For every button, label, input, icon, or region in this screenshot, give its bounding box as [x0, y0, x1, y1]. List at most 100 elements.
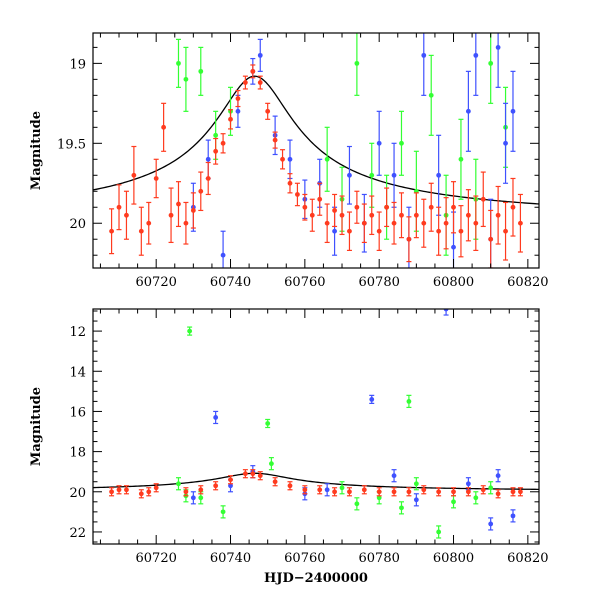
data-point: [510, 177, 516, 237]
data-point: [510, 509, 516, 523]
x-tick-label: 60800: [433, 275, 474, 290]
data-point: [302, 485, 308, 495]
data-point: [302, 193, 308, 221]
data-point: [175, 181, 181, 228]
data-point: [488, 481, 494, 495]
data-point: [510, 487, 516, 497]
data-point: [458, 205, 464, 258]
data-point: [346, 211, 352, 252]
data-point: [436, 134, 442, 216]
data-point: [183, 487, 189, 497]
data-point: [339, 481, 345, 495]
data-point: [272, 131, 278, 149]
data-point: [228, 109, 234, 130]
x-tick-label: 60780: [359, 551, 400, 566]
data-point: [413, 477, 419, 491]
data-point: [488, 517, 494, 531]
data-point: [376, 211, 382, 252]
data-point: [257, 38, 263, 72]
data-point: [391, 487, 397, 497]
data-point: [287, 481, 293, 491]
data-point: [361, 203, 367, 244]
data-point: [406, 394, 412, 409]
data-point: [138, 489, 144, 499]
model-curve: [93, 472, 539, 491]
data-point: [183, 201, 189, 245]
data-point: [391, 201, 397, 245]
data-point: [398, 110, 404, 176]
data-point: [517, 487, 523, 497]
data-point: [294, 182, 300, 207]
data-point: [384, 187, 390, 228]
plot-frame: [92, 308, 540, 545]
data-point: [465, 189, 471, 242]
data-point: [451, 487, 457, 497]
data-point: [428, 182, 434, 232]
top-panel: 60720 60740 60760 60780 60800 60820 19 19.5 20 Ma…: [29, 32, 549, 290]
data-point: [473, 491, 479, 505]
data-point: [465, 487, 471, 497]
data-point: [421, 485, 427, 495]
data-point: [198, 485, 204, 495]
data-point: [265, 102, 271, 120]
data-point: [309, 198, 315, 232]
y-tick-label: 22: [69, 526, 86, 541]
x-tick-label: 60820: [507, 275, 548, 290]
x-tick-label: 60740: [210, 551, 251, 566]
data-point: [116, 485, 122, 495]
y-tick-label: 19: [69, 57, 86, 72]
data-point: [235, 89, 241, 108]
data-point: [213, 137, 219, 165]
data-point: [495, 33, 501, 88]
data-point: [451, 181, 457, 234]
data-point: [510, 70, 516, 152]
x-tick-label: 60740: [210, 275, 251, 290]
plot-area: [93, 33, 539, 268]
data-point: [495, 469, 501, 483]
data-point: [324, 483, 330, 497]
series-0: [109, 469, 523, 499]
data-point: [324, 203, 330, 244]
data-point: [116, 184, 122, 231]
y-axis-label: Magnitude: [29, 111, 44, 190]
x-tick-label: 60760: [284, 275, 325, 290]
data-point: [354, 497, 360, 511]
data-point: [257, 471, 263, 481]
data-point: [398, 501, 404, 515]
x-tick-label: 60760: [284, 551, 325, 566]
data-point: [220, 230, 226, 268]
data-point: [168, 187, 174, 244]
data-point: [183, 46, 189, 112]
x-tick-label: 60800: [433, 551, 474, 566]
y-tick-label: 14: [69, 365, 86, 380]
data-point: [451, 495, 457, 509]
data-point: [346, 487, 352, 497]
data-point: [123, 190, 129, 240]
data-point: [413, 192, 419, 239]
data-point: [190, 491, 196, 505]
data-point: [406, 216, 412, 263]
data-point: [517, 193, 523, 253]
data-point: [109, 487, 115, 497]
data-point: [332, 193, 338, 228]
series-2: [175, 326, 494, 539]
data-point: [413, 493, 419, 507]
y-tick-label: 19.5: [57, 137, 86, 152]
data-point: [339, 195, 345, 236]
y-tick-label: 12: [69, 325, 86, 340]
data-point: [272, 477, 278, 487]
data-point: [242, 469, 248, 479]
y-tick-label: 20: [69, 217, 86, 232]
data-point: [361, 485, 367, 495]
data-point: [436, 525, 442, 539]
data-point: [503, 201, 509, 261]
data-point: [175, 477, 181, 491]
data-point: [354, 33, 360, 96]
data-point: [198, 171, 204, 212]
data-point: [138, 206, 144, 256]
data-point: [346, 145, 352, 205]
data-point: [250, 64, 256, 79]
y-tick-label: 20: [69, 486, 86, 501]
data-point: [480, 171, 486, 228]
